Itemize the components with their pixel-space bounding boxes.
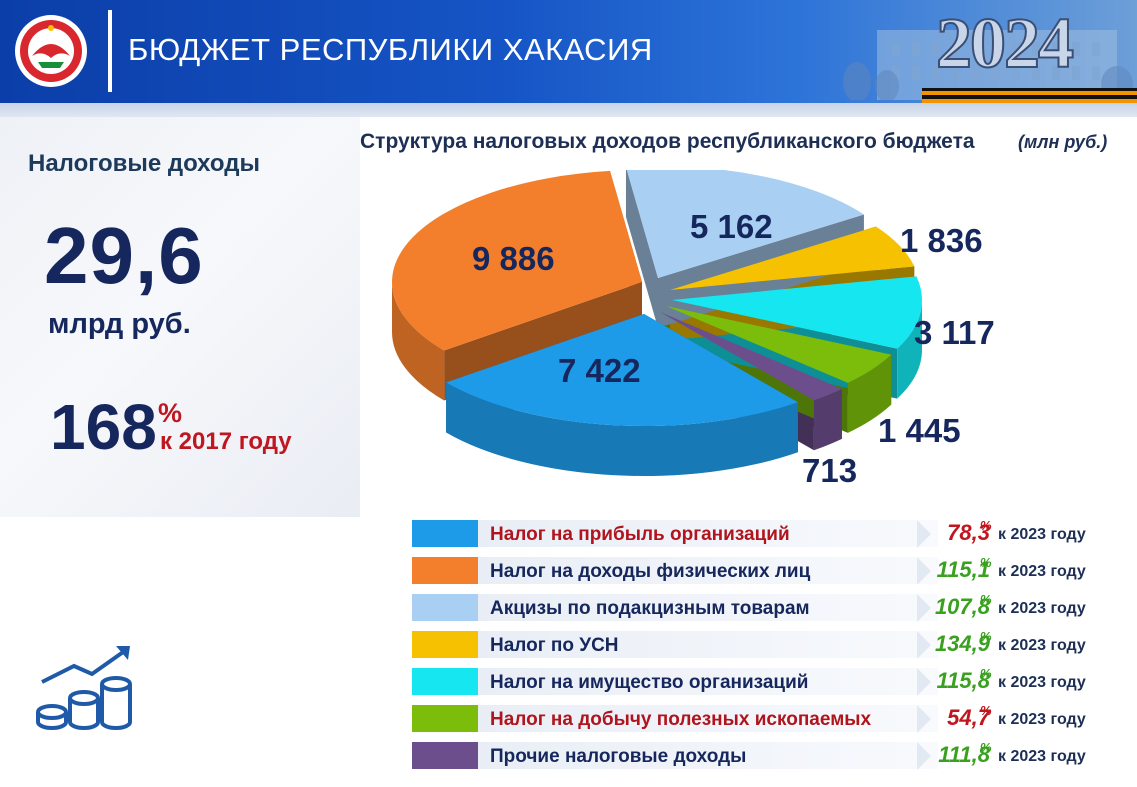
growth-percent-sign: % [158,398,183,428]
legend-change-percent-sign: % [980,518,992,533]
legend-label: Налог на имущество организаций [490,672,809,693]
chart-unit: (млн руб.) [1018,132,1108,152]
legend-change-note: к 2023 году [998,674,1086,691]
page-title: БЮДЖЕТ РЕСПУБЛИКИ ХАКАСИЯ [128,32,653,67]
summary-panel [0,117,360,517]
pie-slice-6 [660,312,842,401]
pie-slice-1 [391,170,642,351]
pie-slice-2 [626,170,864,278]
pie-value-label-2: 5 162 [690,208,773,245]
building-illustration [843,30,1133,100]
legend-change-value: 54,7 [947,705,990,730]
pie-slice-side-5 [847,354,892,433]
legend-item: Акцизы по подакцизным товарам 107,8% к 202… [412,592,1132,622]
legend-item: Налог на прибыль организаций 78,3% к 2023 … [412,518,1132,548]
legend-chevron [917,557,931,585]
legend-change-value: 107,8 [934,594,990,619]
header-strip [0,103,1137,117]
legend-change-value: 134,9 [934,631,990,656]
legend-change-percent-sign: % [980,629,992,644]
legend-change-value: 115,8 [936,668,990,693]
legend-swatch [412,742,478,769]
legend-chevron [917,520,931,548]
legend-change-percent-sign: % [980,592,992,607]
summary-title: Налоговые доходы [28,150,260,177]
legend-bar [478,520,938,547]
legend-item: Прочие налоговые доходы 111,8% к 2023 году [412,740,1132,770]
year-label: 2024 [935,2,1075,84]
legend-swatch [412,594,478,621]
pie-value-label-0: 7 422 [558,352,641,389]
legend-change-note: к 2023 году [998,711,1086,728]
legend-label: Налог на прибыль организаций [490,524,790,545]
legend-item: Налог на доходы физических лиц 115,1% к 20… [412,555,1132,585]
legend-change-percent-sign: % [980,666,992,681]
legend-swatch [412,668,478,695]
legend-change-value: 111,8 [938,742,990,767]
legend-change-value: 78,3 [947,520,990,545]
pie-value-label-3: 1 836 [900,222,983,259]
pie-value-label-4: 3 117 [914,314,995,351]
pie-slice-side-1 [392,282,445,401]
pie-value-label-5: 1 445 [878,412,961,449]
legend-bar [478,557,938,584]
legend-change-note: к 2023 году [998,748,1086,765]
header-divider [108,10,112,92]
coat-of-arms-icon [15,15,87,87]
legend-swatch [412,557,478,584]
pie-slice-5 [666,306,892,383]
legend-item: Налог на имущество организаций 115,8% к 20… [412,666,1132,696]
legend-chevron [917,705,931,733]
legend-chevron [917,668,931,696]
legend-bar [478,668,938,695]
legend-change-note: к 2023 году [998,563,1086,580]
legend-item: Налог на добычу полезных ископаемых 54,7%… [412,703,1132,733]
pie-slice-side-6 [813,388,842,451]
pie-slice-0 [446,314,798,426]
legend-label: Налог на доходы физических лиц [490,561,811,582]
pie-slice-4 [672,276,923,349]
legend-chevron [917,631,931,659]
total-unit: млрд руб. [48,308,191,340]
legend-change-note: к 2023 году [998,600,1086,617]
growth-note: к 2017 году [160,428,292,455]
legend-label: Налог на добычу полезных ископаемых [490,709,872,730]
coins-growth-icon [36,646,132,730]
pie-slice-side-4 [897,300,922,399]
pie-value-label-1: 9 886 [472,240,555,277]
pie-value-label-6: 713 [802,452,857,489]
legend-swatch [412,520,478,547]
pie-slice-wall-2-0 [625,170,658,328]
tax-revenue-pie-chart: 7 422 9 886 5 162 1 836 3 117 1 445 713 [391,170,995,489]
legend-change-percent-sign: % [980,555,992,570]
legend-bar [478,705,938,732]
pie-slice-side-0 [446,382,798,477]
legend-bar [478,594,938,621]
growth-value: 168 [50,391,157,463]
legend-change-percent-sign: % [980,703,992,718]
legend-chevron [917,594,931,622]
total-value: 29,6 [44,211,204,300]
legend-label: Налог по УСН [490,635,619,656]
legend-chevron [917,742,931,770]
pie-slice-3 [670,226,915,290]
legend-change-note: к 2023 году [998,637,1086,654]
legend-change-note: к 2023 году [998,526,1086,543]
legend-bar [478,742,938,769]
legend-item: Налог по УСН 134,9% к 2023 году [412,629,1132,659]
legend-change-value: 115,1 [936,557,990,582]
legend-label: Акцизы по подакцизным товарам [490,598,810,619]
legend-change-percent-sign: % [980,740,992,755]
legend-swatch [412,705,478,732]
header-banner: БЮДЖЕТ РЕСПУБЛИКИ ХАКАСИЯ 2024 [0,0,1137,103]
legend-label: Прочие налоговые доходы [490,746,747,767]
st-george-ribbon-icon [922,88,1137,103]
chart-title: Структура налоговых доходов республиканс… [360,130,975,153]
legend-swatch [412,631,478,658]
legend-bar [478,631,938,658]
